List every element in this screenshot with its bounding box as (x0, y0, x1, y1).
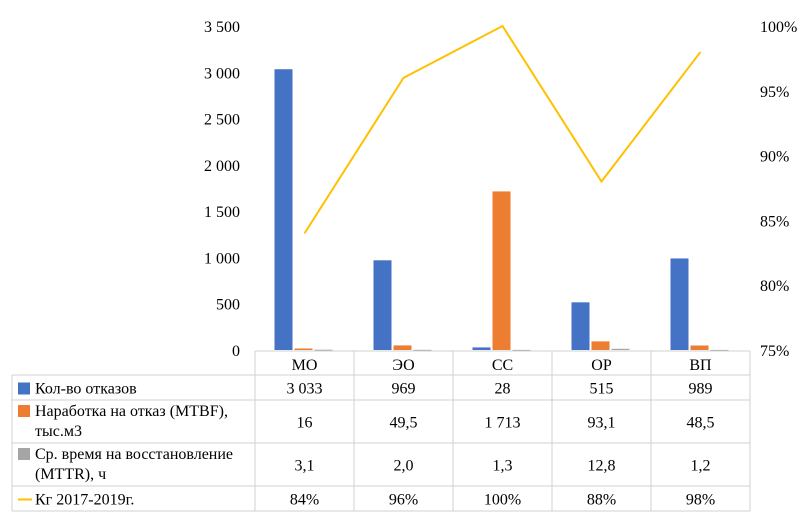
left-axis-ticks: 0 500 1 000 1 500 2 000 2 500 3 000 3 500 (204, 19, 240, 360)
table-value: 3,1 (295, 458, 315, 475)
table-value: 98% (686, 492, 715, 509)
plot-area (274, 24, 729, 351)
y-left-tick-label: 1 000 (204, 250, 240, 267)
y-left-tick-label: 2 000 (204, 158, 240, 175)
table-value: 1 713 (485, 415, 521, 432)
table-value: 12,8 (588, 458, 616, 475)
y-left-tick-label: 1 500 (204, 204, 240, 221)
bar-3-3 (512, 349, 531, 351)
series-name-2: Наработка на отказ (MTBF), (35, 403, 228, 420)
y-right-tick-label: 80% (760, 278, 789, 295)
table-value: 93,1 (588, 415, 616, 432)
category-label: ОР (591, 357, 612, 374)
y-left-tick-label: 3 000 (204, 65, 240, 82)
category-label: СС (492, 357, 513, 374)
series-name-3: (MTTR), ч (35, 466, 106, 483)
table-value: 989 (689, 381, 713, 398)
right-axis-ticks: 75% 80% 85% 90% 95% 100% (760, 19, 797, 360)
series-name-4: Кг 2017-2019г. (35, 492, 134, 509)
bar-3-4 (611, 348, 630, 350)
y-left-tick-label: 500 (216, 297, 240, 314)
y-right-tick-label: 90% (760, 149, 789, 166)
table-value: 16 (297, 415, 313, 432)
bar-3-5 (710, 349, 729, 351)
bar-1-1 (274, 69, 293, 350)
table-value: 100% (484, 492, 521, 509)
bar-1-2 (373, 260, 392, 350)
table-value: 48,5 (687, 415, 715, 432)
table-value: 1,3 (493, 458, 513, 475)
y-left-tick-label: 2 500 (204, 112, 240, 129)
category-label: МО (292, 357, 318, 374)
bar-3-1 (314, 349, 333, 351)
y-right-tick-label: 85% (760, 213, 789, 230)
bar-2-4 (591, 341, 610, 350)
table-value: 88% (587, 492, 616, 509)
table-value: 1,2 (691, 458, 711, 475)
line-series-4 (303, 24, 702, 234)
series-name-2: тыс.м3 (35, 423, 82, 440)
bar-1-4 (571, 302, 590, 350)
table-value: 84% (290, 492, 319, 509)
bar-3-2 (413, 349, 432, 351)
y-right-tick-label: 95% (760, 84, 789, 101)
category-label: ЭО (392, 357, 414, 374)
legend-key-3 (18, 448, 30, 460)
bar-2-5 (690, 345, 709, 350)
table-value: 28 (495, 381, 511, 398)
bar-2-3 (492, 191, 511, 350)
legend-key-1 (18, 382, 30, 395)
bar-2-1 (294, 348, 313, 350)
y-left-tick-label: 0 (232, 343, 240, 360)
y-right-tick-label: 100% (760, 19, 797, 36)
bar-1-3 (472, 347, 491, 350)
table-value: 969 (392, 381, 416, 398)
category-label: ВП (689, 357, 712, 374)
table-value: 96% (389, 492, 418, 509)
series-name-3: Ср. время на восстановление (35, 446, 233, 463)
table-value: 2,0 (394, 458, 414, 475)
bar-2-2 (393, 345, 412, 350)
table-value: 515 (590, 381, 614, 398)
table-value: 3 033 (287, 381, 323, 398)
y-left-tick-label: 3 500 (204, 19, 240, 36)
y-right-tick-label: 75% (760, 343, 789, 360)
series-name-1: Кол-во отказов (35, 381, 137, 398)
legend-key-2 (18, 405, 30, 417)
bar-1-5 (670, 258, 689, 350)
data-table: МО ЭО СС ОР ВП Кол-во отказов 3 033 969 28 515 989… (11, 350, 751, 512)
table-value: 49,5 (390, 415, 418, 432)
